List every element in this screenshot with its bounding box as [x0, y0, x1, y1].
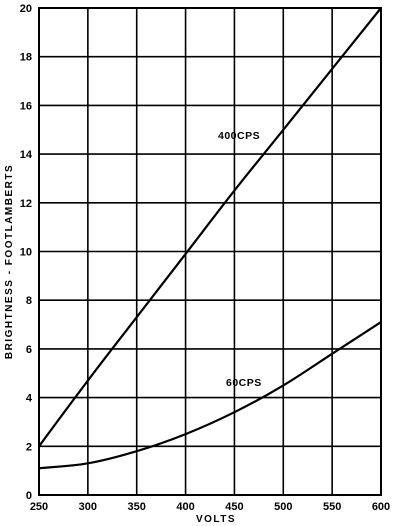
y-tick-label: 4 [26, 393, 33, 405]
series-lines [38, 7, 382, 470]
x-tick-labels: 250 300 350 400 450 500 550 600 [30, 501, 390, 513]
x-tick-label: 500 [274, 501, 292, 513]
series-line-60cps [38, 321, 382, 470]
y-tick-label: 20 [20, 3, 32, 15]
x-tick-label: 250 [30, 501, 48, 513]
x-tick-label: 600 [372, 501, 390, 513]
x-axis-label: VOLTS [196, 514, 236, 525]
x-tick-label: 350 [128, 501, 146, 513]
plot-frame [38, 7, 382, 496]
y-tick-label: 14 [20, 149, 33, 161]
y-tick-label: 16 [20, 100, 32, 112]
y-tick-labels: 0 2 4 6 8 10 12 14 16 18 20 [20, 3, 33, 502]
y-tick-label: 2 [26, 441, 32, 453]
y-tick-label: 8 [26, 295, 32, 307]
x-tick-label: 400 [176, 501, 194, 513]
x-tick-label: 450 [225, 501, 243, 513]
y-tick-label: 6 [26, 344, 32, 356]
y-axis-label: BRIGHTNESS - FOOTLAMBERTS [4, 164, 15, 359]
x-tick-label: 300 [79, 501, 97, 513]
y-tick-label: 0 [26, 490, 32, 502]
horizontal-gridlines [39, 7, 381, 496]
series-line-400cps [38, 7, 382, 447]
y-tick-label: 10 [20, 247, 32, 259]
x-tick-label: 550 [323, 501, 341, 513]
y-tick-label: 18 [20, 52, 32, 64]
series-label-400cps: 400CPS [218, 130, 260, 142]
y-tick-label: 12 [20, 198, 32, 210]
series-label-60cps: 60CPS [226, 377, 262, 389]
